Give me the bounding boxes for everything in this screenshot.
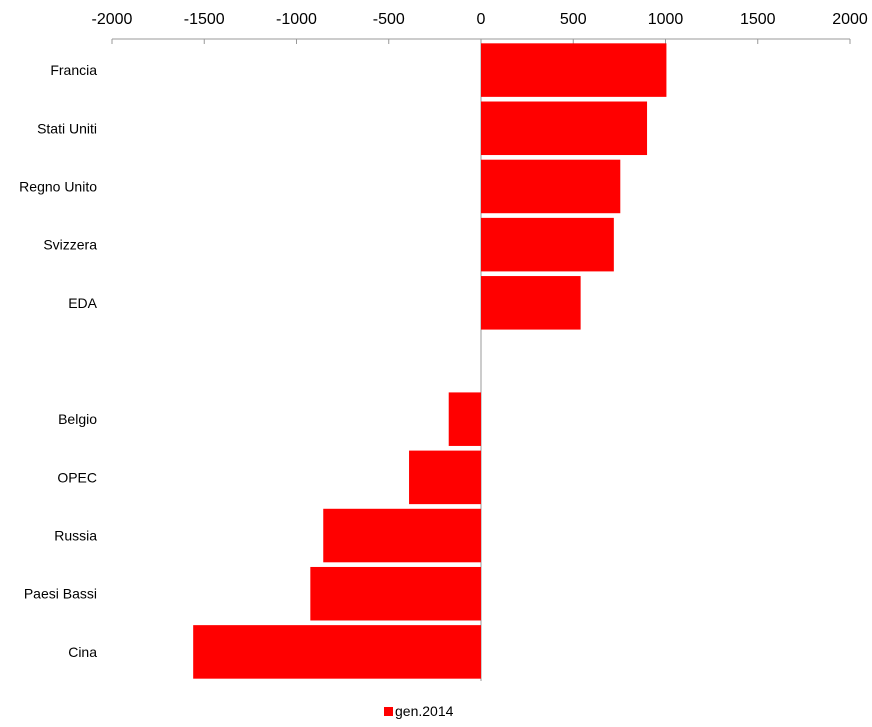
x-tick-label: -2000 xyxy=(92,11,133,28)
x-tick-label: 0 xyxy=(477,11,486,28)
category-label: Stati Uniti xyxy=(37,120,97,136)
category-label: EDA xyxy=(68,295,97,311)
category-label: Svizzera xyxy=(43,237,97,253)
x-tick-label: 1500 xyxy=(740,11,776,28)
x-tick-label: -1000 xyxy=(276,11,317,28)
bar xyxy=(481,101,648,156)
category-label: Cina xyxy=(68,644,97,660)
bars-layer xyxy=(193,43,667,679)
bar xyxy=(481,159,621,214)
bar xyxy=(409,450,481,505)
x-tick-label: 500 xyxy=(560,11,587,28)
bar xyxy=(481,217,614,272)
category-label: Russia xyxy=(54,528,97,544)
legend: gen.2014 xyxy=(384,703,454,719)
category-label: OPEC xyxy=(57,469,97,485)
bar xyxy=(323,508,481,563)
x-tick-label: 1000 xyxy=(648,11,684,28)
bar xyxy=(481,276,581,330)
x-tick-label: -1500 xyxy=(184,11,225,28)
category-labels: Francia Stati Uniti Regno Unito Svizzera EDA… xyxy=(19,62,97,660)
legend-swatch xyxy=(384,707,393,716)
bar xyxy=(481,43,667,97)
bar xyxy=(310,566,481,621)
bar xyxy=(193,625,481,679)
legend-label: gen.2014 xyxy=(395,703,454,719)
x-tick-label: 2000 xyxy=(832,11,868,28)
category-label: Regno Unito xyxy=(19,178,97,194)
x-tick-label: -500 xyxy=(373,11,405,28)
category-label: Belgio xyxy=(58,411,97,427)
bar xyxy=(448,392,481,446)
category-label: Paesi Bassi xyxy=(24,586,97,602)
category-label: Francia xyxy=(50,62,97,78)
